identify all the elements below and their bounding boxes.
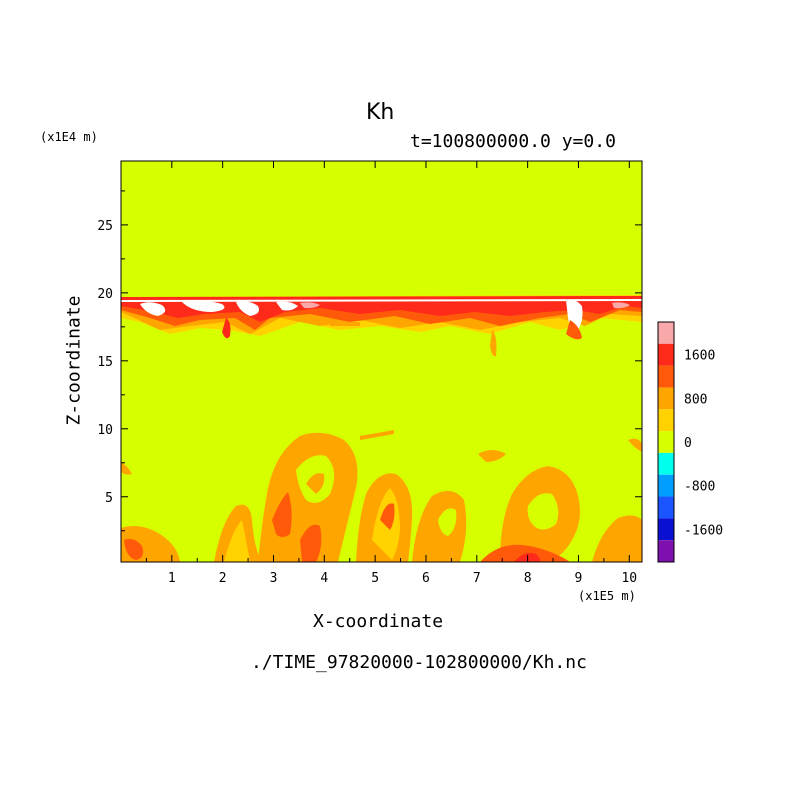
y-unit-label: (x1E4 m) — [40, 130, 98, 144]
lower-plumes — [121, 430, 642, 562]
colorbar: 1600 800 0 -800 -1600 — [657, 321, 723, 563]
colorbar-tick-label: 800 — [684, 392, 707, 407]
y-tick-label: 10 — [97, 423, 113, 438]
colorbar-segment — [658, 518, 674, 541]
contour-fill — [121, 295, 642, 562]
x-tick-label: 10 — [621, 571, 637, 586]
y-tick-label: 25 — [97, 219, 113, 234]
colorbar-segment — [658, 409, 674, 432]
colorbar-frame — [657, 321, 675, 563]
colorbar-tick-label: -1600 — [684, 523, 723, 538]
colorbar-segment — [658, 322, 674, 344]
x-tick-label: 2 — [219, 571, 227, 586]
colorbar-segment — [658, 431, 674, 453]
colorbar-segment — [658, 496, 674, 519]
colorbar-segment — [658, 365, 674, 388]
x-tick-label: 6 — [422, 571, 430, 586]
colorbar-tick-label: 1600 — [684, 349, 715, 364]
x-axis-label: X-coordinate — [313, 611, 444, 632]
y-tick-label: 5 — [105, 491, 113, 506]
x-tick-label: 7 — [473, 571, 481, 586]
x-tick-label: 9 — [575, 571, 583, 586]
colorbar-segment — [658, 387, 674, 410]
source-file-label: ./TIME_97820000-102800000/Kh.nc — [251, 652, 587, 673]
y-axis-label: Z-coordinate — [63, 295, 85, 426]
colorbar-segment — [658, 474, 674, 497]
chart-subtitle: t=100800000.0 y=0.0 — [410, 131, 616, 152]
plot-frame — [120, 160, 643, 563]
x-tick-label: 1 — [168, 571, 176, 586]
y-tick-label: 20 — [97, 287, 113, 302]
x-tick-label: 5 — [371, 571, 379, 586]
colorbar-segment — [658, 452, 674, 475]
colorbar-tick-label: 0 — [684, 436, 692, 451]
chart-title: Kh — [366, 100, 395, 125]
x-tick-label: 4 — [320, 571, 328, 586]
x-unit-label: (x1E5 m) — [578, 589, 636, 603]
upper-turbulent-layer — [121, 295, 642, 357]
x-tick-label: 3 — [270, 571, 278, 586]
x-tick-label: 8 — [524, 571, 532, 586]
axis-ticks: 1 2 3 4 5 6 7 8 9 10 5 10 15 20 25 — [97, 161, 642, 586]
colorbar-segment — [658, 540, 674, 562]
y-tick-label: 15 — [97, 355, 113, 370]
colorbar-tick-label: -800 — [684, 480, 715, 495]
colorbar-segment — [658, 343, 674, 366]
